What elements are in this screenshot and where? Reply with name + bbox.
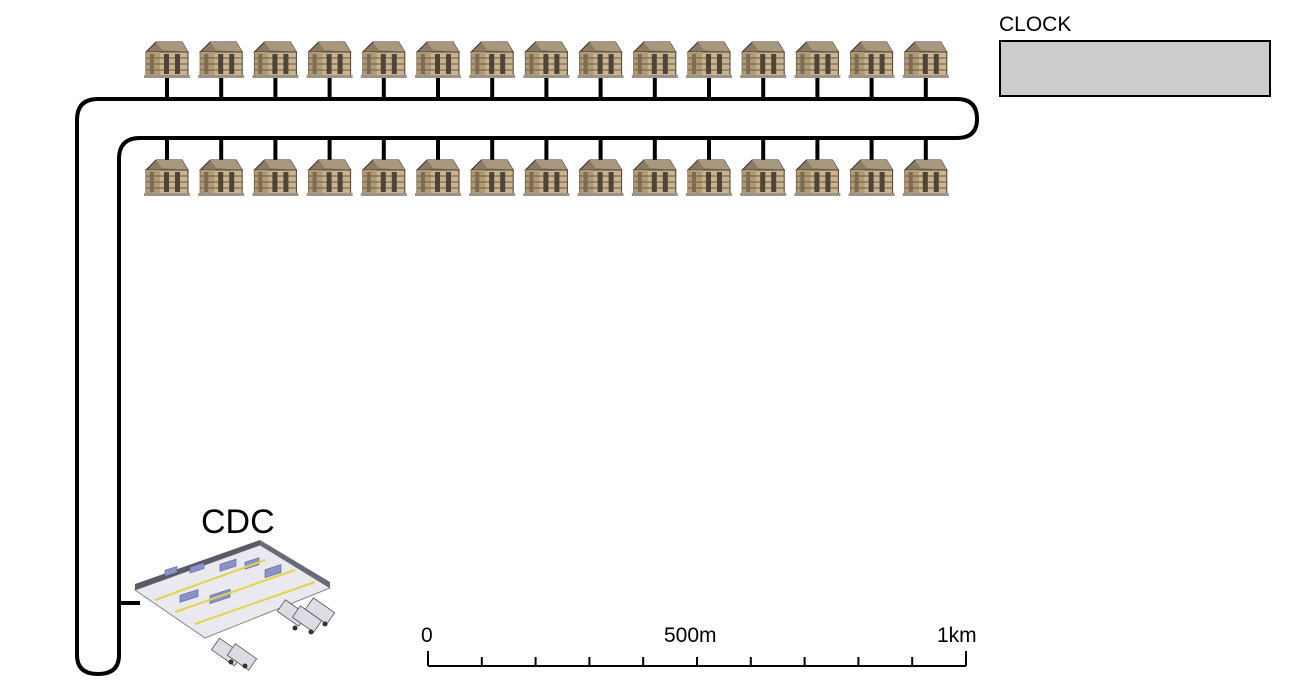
house-icon — [522, 159, 570, 197]
house-icon — [631, 41, 679, 79]
cdc-warehouse-icon — [133, 540, 336, 671]
road-network — [75, 97, 979, 676]
house-icon — [197, 159, 245, 197]
house-icon — [197, 41, 245, 79]
top-house-row — [143, 41, 950, 79]
house-icon — [143, 159, 191, 197]
house-icon — [902, 159, 950, 197]
house-icon — [468, 41, 516, 79]
house-icon — [793, 159, 841, 197]
scale-bar — [427, 651, 967, 667]
house-icon — [468, 159, 516, 197]
house-icon — [902, 41, 950, 79]
scale-label-half: 500m — [664, 624, 717, 647]
bottom-house-connectors — [165, 138, 928, 160]
house-icon — [414, 159, 462, 197]
house-icon — [631, 159, 679, 197]
house-icon — [739, 41, 787, 79]
house-icon — [414, 41, 462, 79]
scale-label-zero: 0 — [421, 624, 433, 647]
house-icon — [522, 41, 570, 79]
house-icon — [685, 159, 733, 197]
house-icon — [251, 159, 299, 197]
cdc-label: CDC — [201, 503, 275, 541]
house-icon — [577, 159, 625, 197]
scale-label-full: 1km — [937, 624, 977, 647]
house-icon — [360, 159, 408, 197]
clock-label: CLOCK — [999, 13, 1072, 36]
house-icon — [360, 41, 408, 79]
top-house-connectors — [165, 77, 928, 99]
clock-display — [999, 40, 1271, 97]
bottom-house-row — [143, 159, 950, 197]
house-icon — [848, 41, 896, 79]
house-icon — [739, 159, 787, 197]
house-icon — [306, 159, 354, 197]
house-icon — [848, 159, 896, 197]
house-icon — [306, 41, 354, 79]
house-icon — [685, 41, 733, 79]
house-icon — [577, 41, 625, 79]
house-icon — [793, 41, 841, 79]
house-icon — [251, 41, 299, 79]
house-icon — [143, 41, 191, 79]
